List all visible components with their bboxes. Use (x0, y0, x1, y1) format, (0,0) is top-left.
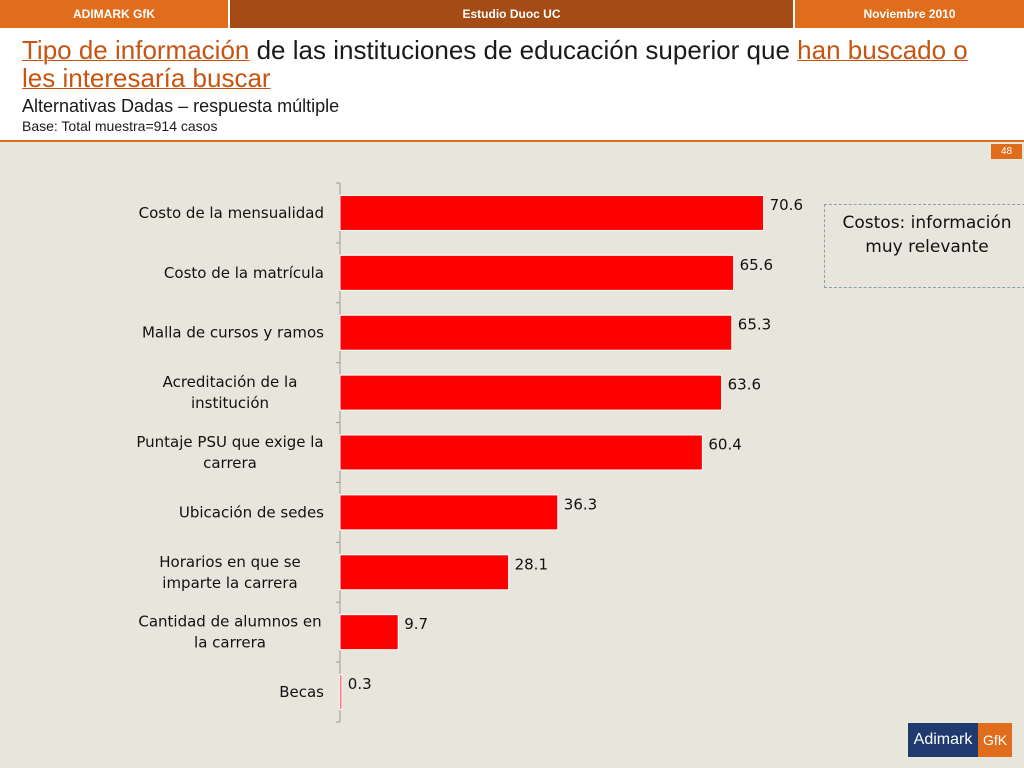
category-label-line: Costo de la mensualidad (139, 204, 324, 222)
bar (339, 434, 703, 471)
value-label: 65.3 (738, 316, 771, 334)
date-label: Noviembre 2010 (795, 0, 1024, 28)
adimark-gfk-logo: Adimark GfK (908, 723, 1012, 757)
bar (339, 494, 559, 531)
bar (339, 194, 765, 231)
category-label-line: la carrera (194, 634, 266, 652)
category-label-line: Ubicación de sedes (179, 503, 324, 521)
category-label-line: imparte la carrera (162, 574, 297, 592)
category-label-line: Horarios en que se (159, 553, 300, 571)
category-label: Malla de cursos y ramos (142, 324, 324, 342)
value-label: 65.6 (740, 256, 773, 274)
category-label-line: institución (191, 394, 269, 412)
category-label: Ubicación de sedes (179, 503, 324, 521)
value-label: 60.4 (708, 436, 741, 454)
logo-adimark: Adimark (908, 723, 978, 757)
value-label: 36.3 (564, 495, 597, 513)
category-label: Costo de la mensualidad (139, 204, 324, 222)
value-label: 63.6 (728, 376, 761, 394)
category-label: Acreditación de la institución (163, 373, 298, 412)
value-label: 70.6 (770, 196, 803, 214)
bar (339, 314, 733, 351)
category-label: Horarios en que se imparte la carrera (159, 553, 300, 592)
category-label: Becas (279, 683, 324, 701)
bar (339, 614, 399, 651)
slide-subtitle: Alternativas Dadas – respuesta múltiple (22, 96, 340, 116)
category-label-line: Costo de la matrícula (164, 264, 324, 282)
title-highlight-1: Tipo de información (22, 35, 250, 65)
slide-title: Tipo de información de las instituciones… (22, 36, 982, 92)
category-label: Costo de la matrícula (164, 264, 324, 282)
category-label-line: Cantidad de alumnos en (138, 613, 321, 631)
page-number: 48 (991, 144, 1022, 159)
logo-gfk: GfK (978, 723, 1012, 757)
category-label-line: Acreditación de la (163, 373, 298, 391)
company-label: ADIMARK GfK (0, 0, 230, 28)
bar (339, 254, 735, 291)
value-label: 9.7 (404, 615, 428, 633)
value-label: 0.3 (348, 675, 372, 693)
category-label-line: Puntaje PSU que exige la (136, 433, 323, 451)
sample-base: Base: Total muestra=914 casos (22, 118, 218, 134)
top-bar: ADIMARK GfK Estudio Duoc UC Noviembre 20… (0, 0, 1024, 28)
title-highlight-2: han buscado o les interesaría buscar (22, 35, 968, 93)
title-middle: de las instituciones de educación superi… (249, 35, 798, 65)
value-label: 28.1 (515, 555, 548, 573)
study-label: Estudio Duoc UC (230, 0, 795, 28)
bar (339, 374, 723, 411)
bar (339, 674, 343, 711)
category-label: Puntaje PSU que exige la carrera (136, 433, 323, 472)
category-label-line: carrera (203, 454, 257, 472)
callout-box: Costos: información muy relevante (824, 204, 1024, 288)
slide-header: Tipo de información de las instituciones… (0, 28, 1024, 142)
category-label-line: Malla de cursos y ramos (142, 324, 324, 342)
category-label: Cantidad de alumnos en la carrera (138, 613, 321, 652)
bar (339, 554, 510, 591)
category-label-line: Becas (279, 683, 324, 701)
